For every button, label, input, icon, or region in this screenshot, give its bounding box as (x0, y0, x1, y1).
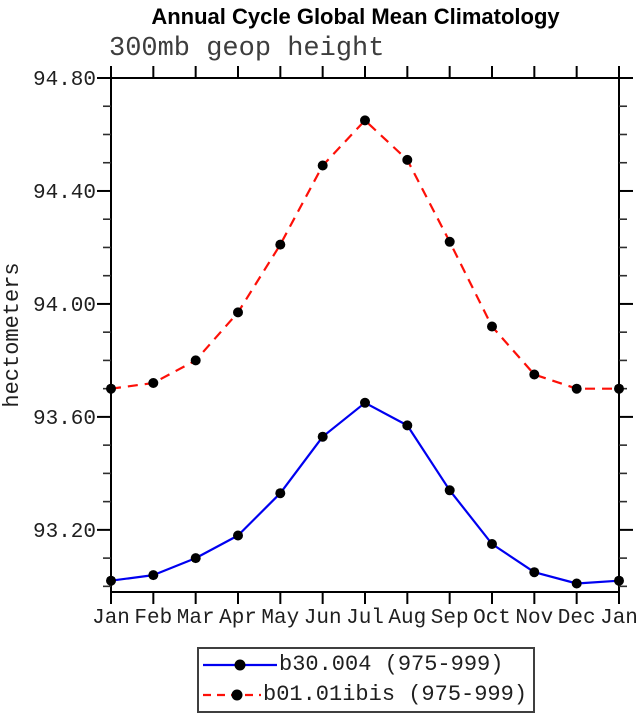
series-1-marker (402, 154, 413, 165)
x-tick-label: Sep (431, 607, 469, 630)
x-tick-label: May (261, 607, 299, 630)
y-tick-label: 94.00 (33, 295, 96, 318)
x-tick-label: Nov (515, 607, 553, 630)
y-tick-label: 93.60 (33, 408, 96, 431)
legend-box: b30.004 (975-999) b01.01ibis (975-999) (197, 647, 535, 713)
y-tick-label: 93.20 (33, 521, 96, 544)
series-0-marker (571, 578, 582, 589)
series-1-marker (487, 321, 497, 332)
x-tick-label: Jul (346, 607, 384, 630)
series-0-marker (106, 575, 116, 586)
chart-title: Annual Cycle Global Mean Climatology (151, 4, 560, 29)
chart-subtitle: 300mb geop height (109, 34, 385, 64)
legend-sample-solid-line (203, 659, 277, 671)
y-axis-label: hectometers (0, 262, 25, 407)
y-tick-label: 94.80 (33, 69, 96, 92)
series-1-marker (233, 307, 243, 318)
series-0-marker (190, 553, 201, 564)
x-tick-label: Aug (388, 607, 426, 630)
x-tick-label: Mar (177, 607, 215, 630)
series-0-marker (529, 567, 540, 578)
series-0-marker (487, 539, 497, 549)
legend-entry-label: b30.004 (975-999) (279, 651, 504, 677)
x-tick-label: Oct (473, 607, 511, 630)
x-tick-label: Apr (219, 607, 257, 630)
series-0-marker (317, 431, 328, 442)
legend-entry-label: b01.01ibis (975-999) (263, 682, 528, 708)
series-0-marker (614, 575, 624, 586)
series-1-marker (571, 383, 582, 394)
x-tick-label: Feb (134, 607, 172, 630)
x-tick-label: Dec (558, 607, 596, 630)
y-tick-label: 94.40 (33, 182, 96, 205)
plot-border (110, 77, 620, 593)
legend-marker-icon (234, 659, 246, 671)
series-1-marker (275, 239, 286, 250)
series-1-marker (444, 236, 455, 247)
series-0-marker (360, 397, 370, 408)
legend-entry-b30004: b30.004 (975-999) (201, 650, 533, 680)
series-0-marker (233, 530, 243, 541)
series-1-marker (614, 383, 624, 394)
series-0-marker (402, 420, 413, 431)
series-0-marker (275, 488, 286, 499)
series-line-1 (110, 119, 619, 390)
series-1-marker (148, 378, 159, 388)
series-1-marker (317, 160, 328, 171)
series-line-0 (110, 401, 620, 585)
series-0-marker (444, 485, 455, 496)
x-tick-label: Jan (600, 607, 638, 630)
legend-marker-icon (231, 689, 243, 701)
legend-entry-b0101ibis: b01.01ibis (975-999) (201, 680, 533, 710)
x-tick-label: Jun (304, 607, 342, 630)
series-1-marker (360, 115, 370, 126)
series-1-marker (106, 383, 116, 394)
series-1-marker (529, 369, 540, 380)
series-0-marker (148, 570, 159, 581)
series-1-marker (190, 355, 201, 366)
x-tick-label: Jan (92, 607, 130, 630)
legend-sample-dashed-line (203, 689, 261, 701)
